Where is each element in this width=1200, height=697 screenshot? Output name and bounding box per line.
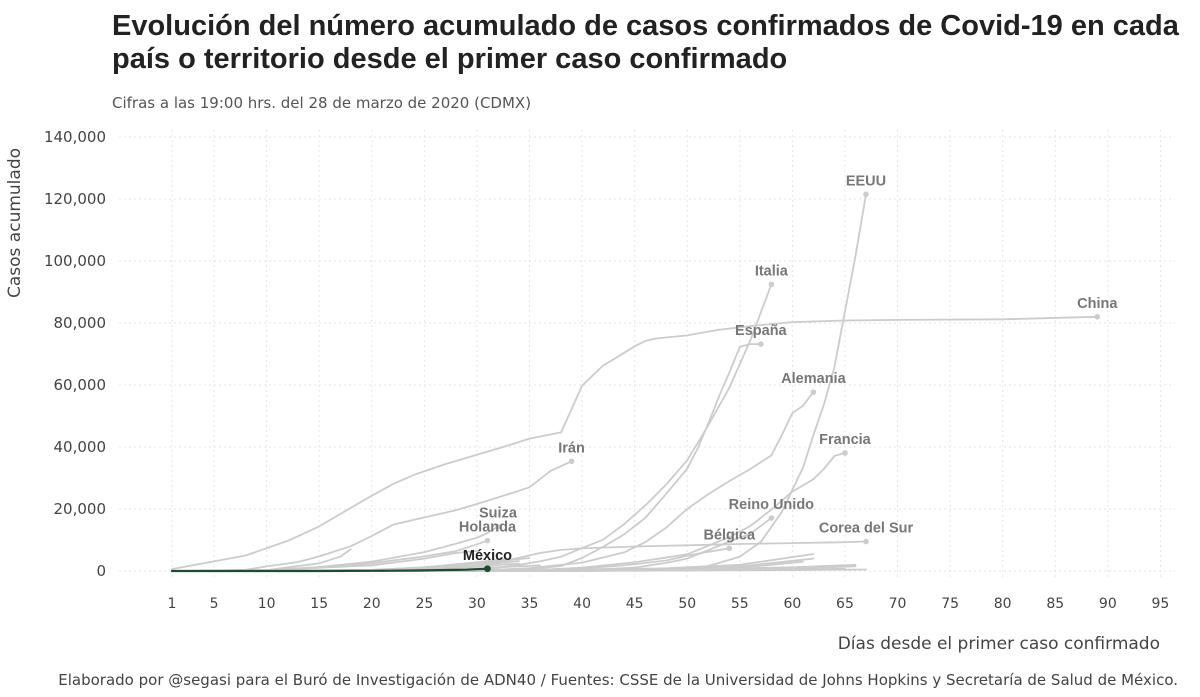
x-tick-label: 5 bbox=[210, 596, 219, 612]
series-end-point bbox=[810, 389, 817, 395]
series-label: Bélgica bbox=[703, 527, 756, 543]
series-end-point bbox=[842, 450, 848, 456]
y-axis-ticks: 0 20,000 40,000 60,000 80,000 100,000 120,000 1… bbox=[44, 128, 106, 580]
y-tick-label: 0 bbox=[96, 562, 106, 580]
series-end-point bbox=[758, 341, 764, 347]
series-line bbox=[171, 193, 867, 572]
series-line bbox=[171, 315, 1099, 570]
series-label: Corea del Sur bbox=[819, 521, 914, 537]
series-labels: EEUU Italia China España Alemania Francia Irán… bbox=[459, 173, 1119, 563]
series-lines bbox=[170, 193, 1099, 573]
chart-subtitle: Cifras a las 19:00 hrs. del 28 de marzo … bbox=[112, 94, 532, 112]
series-label: Suiza bbox=[479, 506, 518, 522]
y-tick-label: 100,000 bbox=[44, 252, 106, 270]
series-label: EEUU bbox=[846, 173, 886, 189]
x-axis-label: Días desde el primer caso confirmado bbox=[838, 634, 1160, 654]
y-tick-label: 60,000 bbox=[54, 376, 107, 394]
series-end-points bbox=[484, 191, 1101, 573]
x-tick-label: 25 bbox=[415, 596, 433, 612]
x-tick-label: 75 bbox=[941, 596, 959, 612]
x-tick-label: 95 bbox=[1151, 596, 1169, 612]
x-tick-label: 50 bbox=[678, 596, 696, 612]
series-end-point bbox=[863, 538, 869, 545]
series-label: Reino Unido bbox=[729, 497, 815, 513]
x-tick-label: 1 bbox=[168, 596, 177, 612]
y-tick-label: 80,000 bbox=[54, 314, 107, 332]
y-tick-label: 120,000 bbox=[44, 190, 106, 208]
series-label: Francia bbox=[819, 432, 872, 448]
x-tick-label: 20 bbox=[363, 596, 381, 612]
x-tick-label: 45 bbox=[626, 596, 644, 612]
x-tick-label: 35 bbox=[521, 596, 539, 612]
chart-title: Evolución del número acumulado de casos … bbox=[112, 10, 1179, 75]
x-axis-ticks: 1 5 10 15 20 25 30 35 40 45 50 55 60 65 70 75 80 85 90 95 bbox=[168, 596, 1170, 612]
x-tick-label: 85 bbox=[1046, 596, 1064, 612]
series-line bbox=[171, 343, 762, 572]
series-label: Irán bbox=[558, 440, 585, 456]
x-tick-label: 65 bbox=[836, 596, 854, 612]
chart-caption: Elaborado por @segasi para el Buró de In… bbox=[58, 671, 1178, 689]
series-end-point bbox=[768, 281, 775, 288]
y-tick-label: 40,000 bbox=[54, 438, 107, 456]
x-tick-label: 70 bbox=[889, 596, 907, 612]
x-tick-label: 10 bbox=[258, 596, 276, 612]
series-label: China bbox=[1077, 296, 1118, 312]
series-end-point bbox=[768, 515, 775, 521]
series-end-point bbox=[863, 191, 869, 198]
series-label: Italia bbox=[755, 263, 789, 279]
series-line bbox=[171, 460, 573, 572]
series-line bbox=[171, 391, 815, 572]
x-tick-label: 90 bbox=[1099, 596, 1117, 612]
y-tick-label: 140,000 bbox=[44, 128, 106, 146]
x-tick-label: 30 bbox=[468, 596, 486, 612]
x-tick-label: 15 bbox=[310, 596, 328, 612]
y-axis-label: Casos acumulado bbox=[5, 148, 25, 298]
series-line-mexico bbox=[170, 567, 489, 573]
series-end-point bbox=[495, 523, 501, 530]
series-end-point bbox=[484, 565, 491, 573]
series-end-point bbox=[568, 458, 575, 465]
series-label: España bbox=[735, 323, 788, 339]
series-label: Alemania bbox=[781, 371, 846, 387]
series-label: México bbox=[463, 548, 512, 564]
series-end-point bbox=[1094, 314, 1101, 320]
series-end-point bbox=[726, 545, 733, 552]
x-tick-label: 55 bbox=[731, 596, 749, 612]
y-tick-label: 20,000 bbox=[54, 500, 107, 518]
grid-lines bbox=[119, 130, 1175, 578]
x-tick-label: 60 bbox=[783, 596, 801, 612]
series-label: Holanda bbox=[459, 520, 517, 536]
series-end-point bbox=[484, 537, 491, 544]
x-tick-label: 40 bbox=[573, 596, 591, 612]
x-tick-label: 80 bbox=[994, 596, 1012, 612]
